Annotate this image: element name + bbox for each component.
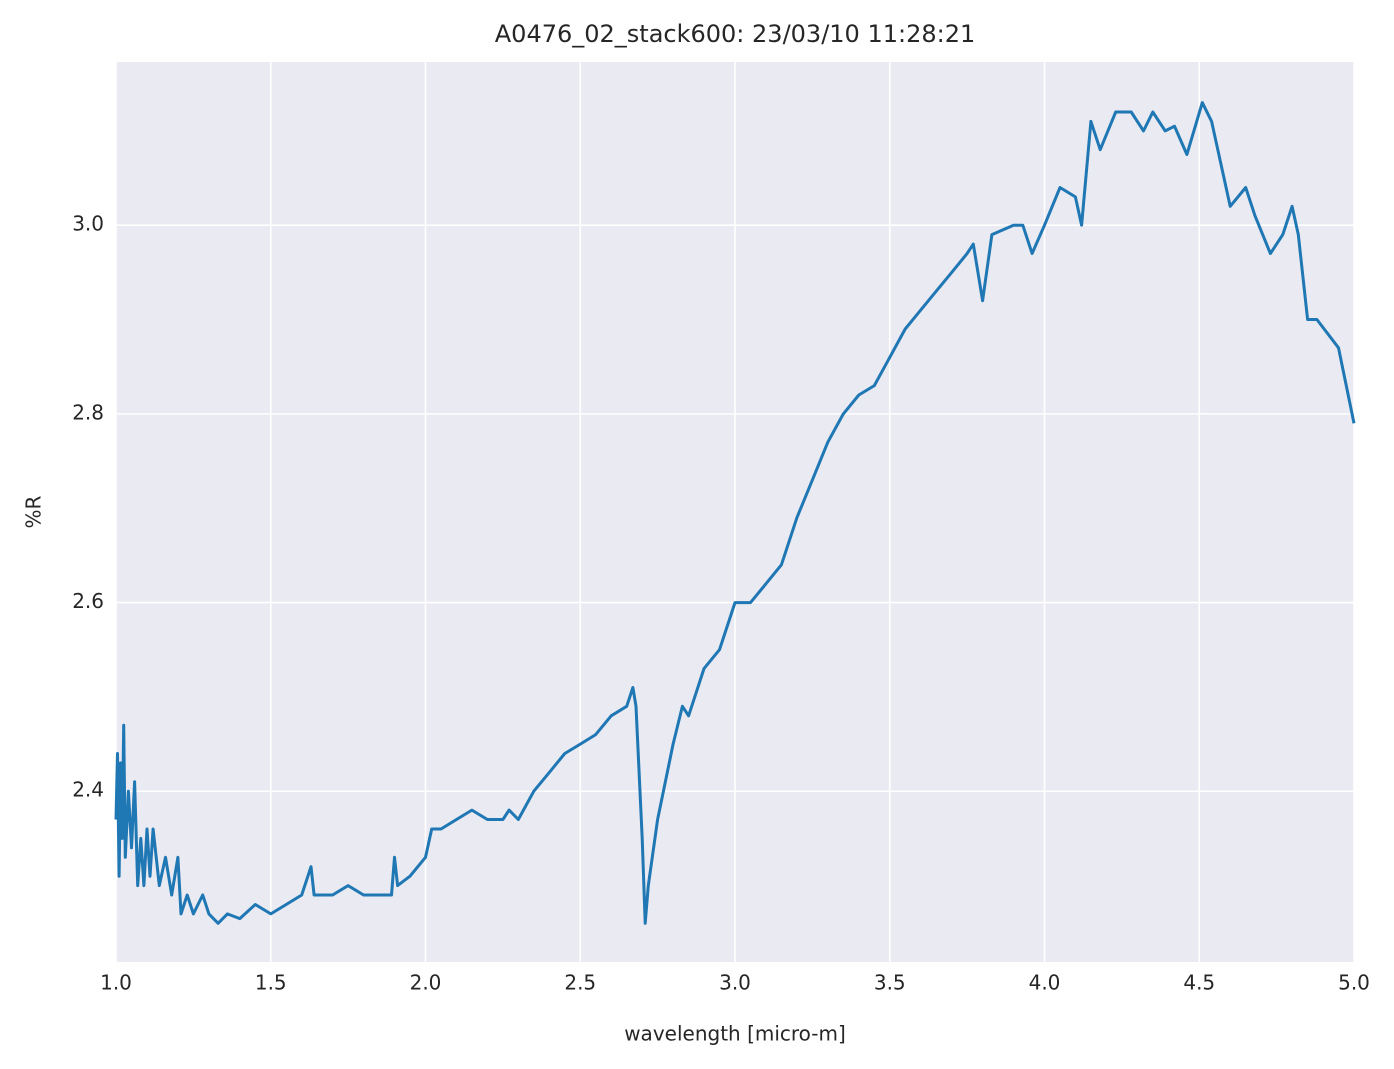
x-tick-label: 2.5 xyxy=(564,971,596,995)
x-tick-label: 4.0 xyxy=(1029,971,1061,995)
x-tick-label: 3.5 xyxy=(874,971,906,995)
y-tick-label: 2.8 xyxy=(72,400,104,424)
data-line xyxy=(114,101,1356,925)
x-tick-label: 1.0 xyxy=(100,971,132,995)
x-tick-label: 3.0 xyxy=(719,971,751,995)
y-tick-label: 2.4 xyxy=(72,778,104,802)
x-axis-label: wavelength [micro-m] xyxy=(624,1022,846,1046)
x-tick-label: 1.5 xyxy=(255,971,287,995)
x-tick-label: 4.5 xyxy=(1183,971,1215,995)
x-tick-label: 2.0 xyxy=(410,971,442,995)
y-tick-label: 2.6 xyxy=(72,589,104,613)
y-tick-label: 3.0 xyxy=(72,212,104,236)
y-axis-label: %R xyxy=(22,495,46,528)
x-tick-label: 5.0 xyxy=(1338,971,1370,995)
chart-title: A0476_02_stack600: 23/03/10 11:28:21 xyxy=(495,20,975,48)
